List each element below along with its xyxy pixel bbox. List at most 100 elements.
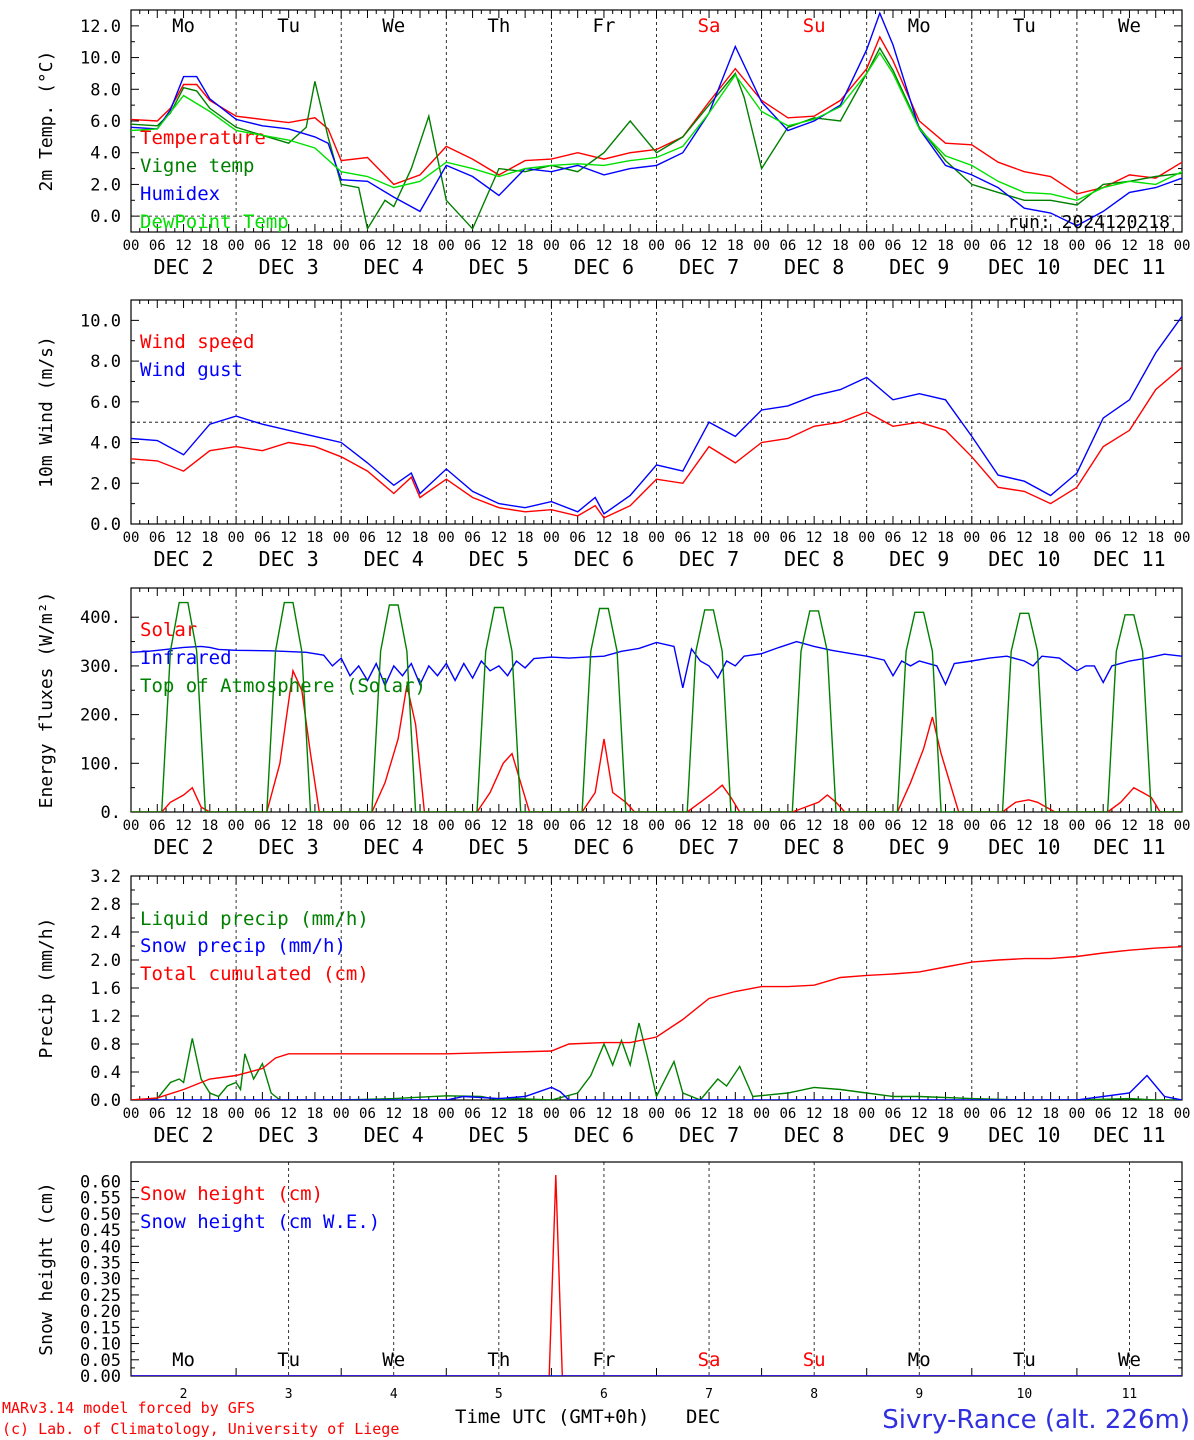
legend-entry: Snow precip (mm/h) (140, 935, 346, 957)
hour-tick-label: 18 (937, 530, 954, 546)
hour-tick-label: 00 (438, 530, 455, 546)
hour-tick-label: 06 (359, 818, 376, 834)
day-number-label: 8 (810, 1387, 818, 1402)
hour-tick-label: 12 (806, 238, 823, 254)
y-tick-label: 0.15 (80, 1318, 121, 1338)
x-axis-month: DEC (686, 1406, 720, 1428)
y-tick-label: 0.60 (80, 1172, 121, 1192)
hour-tick-label: 06 (674, 530, 691, 546)
y-tick-label: 2.8 (90, 895, 121, 915)
y-axis-label: 10m Wind (m/s) (36, 336, 57, 488)
date-label: DEC 9 (889, 1123, 949, 1147)
y-tick-label: 2.0 (90, 175, 121, 195)
series-line-wind-speed (131, 366, 1182, 519)
y-tick-label: 6.0 (90, 112, 121, 132)
hour-tick-label: 06 (464, 530, 481, 546)
legend-entry: Wind gust (140, 359, 243, 381)
hour-tick-label: 12 (1121, 238, 1138, 254)
y-tick-label: 400. (80, 608, 121, 628)
series-line-snow-height-cm (131, 1174, 1182, 1376)
hour-tick-label: 18 (306, 530, 323, 546)
hour-tick-label: 12 (385, 530, 402, 546)
hour-tick-label: 06 (1095, 530, 1112, 546)
y-tick-label: 0.10 (80, 1335, 121, 1355)
weekday-label: We (382, 15, 405, 37)
hour-tick-label: 00 (1174, 1106, 1191, 1122)
hour-tick-label: 00 (333, 530, 350, 546)
hour-tick-label: 12 (596, 818, 613, 834)
day-number-label: 9 (915, 1387, 923, 1402)
hour-tick-label: 18 (937, 238, 954, 254)
weekday-label: Fr (593, 15, 616, 37)
hour-tick-label: 18 (201, 238, 218, 254)
weekday-label: We (382, 1349, 405, 1371)
weekday-label: Sa (698, 15, 721, 37)
legend-entry: Temperature (140, 127, 266, 149)
day-number-label: 5 (495, 1387, 503, 1402)
hour-tick-label: 18 (517, 1106, 534, 1122)
date-label: DEC 7 (679, 547, 739, 571)
hour-tick-label: 00 (543, 818, 560, 834)
hour-tick-label: 00 (1174, 238, 1191, 254)
date-label: DEC 8 (784, 1123, 844, 1147)
hour-tick-label: 06 (779, 530, 796, 546)
date-label: DEC 7 (679, 1123, 739, 1147)
hour-tick-label: 06 (569, 818, 586, 834)
hour-tick-label: 18 (727, 530, 744, 546)
day-number-label: 4 (390, 1387, 398, 1402)
station-name: Sivry-Rance (alt. 226m) (882, 1405, 1190, 1435)
y-tick-label: 8.0 (90, 352, 121, 372)
y-tick-label: 4.0 (90, 434, 121, 454)
hour-tick-label: 12 (1016, 818, 1033, 834)
date-label: DEC 9 (889, 835, 949, 859)
hour-tick-label: 06 (885, 818, 902, 834)
hour-tick-label: 06 (1095, 1106, 1112, 1122)
date-label: DEC 5 (469, 1123, 529, 1147)
hour-tick-label: 12 (280, 1106, 297, 1122)
series-line-total-cumulated-cm (131, 946, 1182, 1100)
date-label: DEC 2 (153, 1123, 213, 1147)
y-tick-label: 0.45 (80, 1221, 121, 1241)
legend-entry: Total cumulated (cm) (140, 963, 369, 985)
hour-tick-label: 18 (1042, 1106, 1059, 1122)
credit-line-2: (c) Lab. of Climatology, University of L… (2, 1420, 399, 1438)
panel-5: 0.000.050.100.150.200.250.300.350.400.45… (36, 1161, 1183, 1402)
hour-tick-label: 12 (280, 818, 297, 834)
hour-tick-label: 12 (175, 818, 192, 834)
panel-4: 0.0 0.4 0.8 1.2 1.6 2.0 2.4 2.8 3.2 Precip (mm/h)… (36, 867, 1191, 1147)
date-label: DEC 8 (784, 547, 844, 571)
weekday-label: Su (803, 15, 826, 37)
date-label: DEC 11 (1093, 1123, 1165, 1147)
hour-tick-label: 00 (438, 1106, 455, 1122)
hour-tick-label: 06 (359, 238, 376, 254)
hour-tick-label: 00 (123, 818, 140, 834)
hour-tick-label: 00 (858, 1106, 875, 1122)
hour-tick-label: 06 (1095, 238, 1112, 254)
hour-tick-label: 18 (306, 818, 323, 834)
y-tick-label: 12.0 (80, 17, 121, 37)
weekday-label: Mo (908, 1349, 931, 1371)
date-label: DEC 4 (364, 547, 424, 571)
hour-tick-label: 18 (937, 818, 954, 834)
hour-tick-label: 00 (858, 530, 875, 546)
hour-tick-label: 12 (1121, 530, 1138, 546)
y-axis-label: 2m Temp. (°C) (36, 51, 57, 192)
hour-tick-label: 06 (254, 530, 271, 546)
hour-tick-label: 18 (201, 818, 218, 834)
y-tick-label: 0. (101, 803, 121, 823)
legend-entry: Wind speed (140, 331, 254, 353)
series-line-temperature (131, 35, 1182, 195)
hour-tick-label: 18 (1147, 238, 1164, 254)
hour-tick-label: 06 (779, 238, 796, 254)
y-tick-label: 0.4 (90, 1063, 121, 1083)
hour-tick-label: 12 (280, 530, 297, 546)
hour-tick-label: 12 (280, 238, 297, 254)
hour-tick-label: 18 (306, 238, 323, 254)
date-label: DEC 3 (259, 835, 319, 859)
series-line-top-of-atmosphere-solar (131, 601, 1182, 812)
y-axis-label: Snow height (cm) (36, 1182, 57, 1355)
date-label: DEC 3 (259, 1123, 319, 1147)
y-tick-label: 0.0 (90, 207, 121, 227)
weekday-label: Mo (908, 15, 931, 37)
